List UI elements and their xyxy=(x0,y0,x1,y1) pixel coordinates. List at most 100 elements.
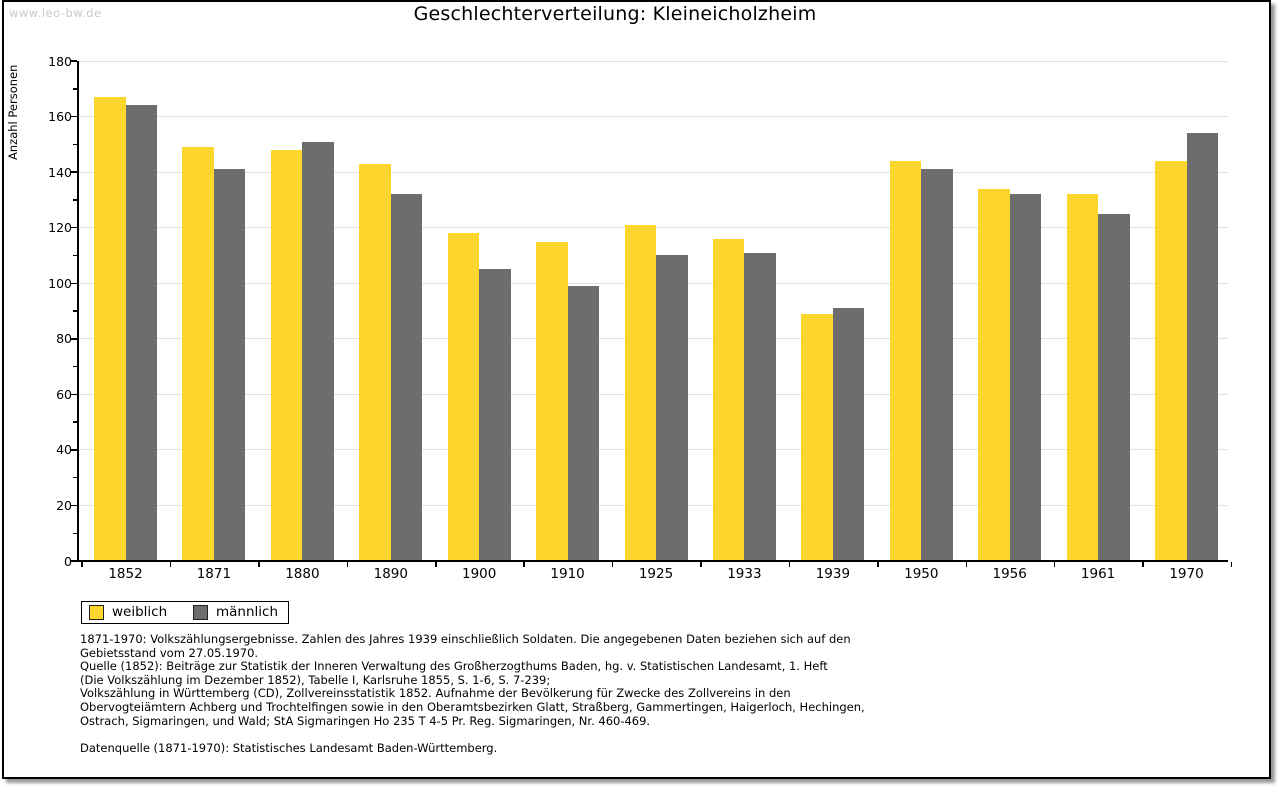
y-axis-line xyxy=(77,61,79,561)
x-tick-label-1852: 1852 xyxy=(108,566,143,582)
y-tick-label-0: 0 xyxy=(64,553,72,569)
x-tick-5 xyxy=(523,562,525,567)
y-tick-110 xyxy=(73,254,77,257)
y-tick-label-120: 120 xyxy=(48,220,72,236)
y-tick-0 xyxy=(70,560,77,562)
gridline-140 xyxy=(79,171,1228,173)
x-tick-label-1956: 1956 xyxy=(992,566,1027,582)
y-tick-130 xyxy=(73,199,77,201)
y-tick-100 xyxy=(70,282,77,284)
x-tick-2 xyxy=(258,562,260,567)
y-tick-label-100: 100 xyxy=(48,275,72,291)
footnotes: 1871-1970: Volkszählungsergebnisse. Zahl… xyxy=(80,632,920,755)
x-tick-10 xyxy=(965,562,967,567)
bar-weiblich-1852 xyxy=(94,97,126,561)
bar-männlich-1950 xyxy=(921,169,953,561)
footnote-line: Volkszählung in Württemberg (CD), Zollve… xyxy=(80,686,791,701)
bar-männlich-1970 xyxy=(1186,133,1218,561)
y-tick-90 xyxy=(73,310,77,312)
y-tick-140 xyxy=(70,171,77,173)
chart-title: Geschlechterverteilung: Kleineicholzheim xyxy=(413,3,817,25)
x-tick-6 xyxy=(611,562,614,567)
legend-swatch-maennlich xyxy=(193,605,208,620)
x-tick-7 xyxy=(700,562,702,567)
y-tick-10 xyxy=(73,532,77,534)
bar-weiblich-1956 xyxy=(978,188,1010,561)
x-tick-label-1871: 1871 xyxy=(196,566,232,582)
y-tick-label-80: 80 xyxy=(56,331,72,347)
gridline-160 xyxy=(79,116,1228,118)
y-tick-30 xyxy=(73,476,77,479)
x-tick-4 xyxy=(435,562,437,567)
watermark: www.leo-bw.de xyxy=(9,6,102,20)
y-tick-50 xyxy=(73,421,77,423)
bar-weiblich-1970 xyxy=(1155,161,1187,561)
datasource-line: Datenquelle (1871-1970): Statistisches L… xyxy=(80,740,498,755)
footnote-line: Gebietsstand vom 27.05.1970. xyxy=(80,645,259,660)
y-tick-60 xyxy=(70,393,77,396)
bar-männlich-1852 xyxy=(125,105,157,561)
y-tick-170 xyxy=(73,88,77,90)
bar-männlich-1933 xyxy=(744,252,776,561)
chart-legend: weiblich männlich xyxy=(81,601,289,624)
y-tick-150 xyxy=(73,143,77,146)
x-tick-13 xyxy=(1230,562,1233,567)
bar-weiblich-1910 xyxy=(536,241,568,561)
y-tick-label-180: 180 xyxy=(48,53,72,69)
bar-männlich-1961 xyxy=(1098,213,1130,561)
y-tick-label-160: 160 xyxy=(48,109,72,125)
footnote-line: Obervogteiämtern Achberg und Trochtelfin… xyxy=(80,699,865,714)
y-tick-label-60: 60 xyxy=(56,386,72,402)
legend-label-weiblich: weiblich xyxy=(112,604,168,620)
bar-männlich-1956 xyxy=(1009,194,1042,561)
x-tick-label-1890: 1890 xyxy=(373,566,408,582)
gridline-180 xyxy=(79,60,1228,62)
x-tick-1 xyxy=(169,562,172,567)
bar-weiblich-1890 xyxy=(359,163,391,561)
y-tick-160 xyxy=(70,115,77,118)
footnote-line: Ostrach, Sigmaringen, und Wald; StA Sigm… xyxy=(80,713,651,728)
x-tick-label-1950: 1950 xyxy=(904,566,939,582)
bar-weiblich-1900 xyxy=(447,233,480,561)
x-tick-label-1880: 1880 xyxy=(285,566,320,582)
x-tick-label-1970: 1970 xyxy=(1169,566,1204,582)
y-tick-label-140: 140 xyxy=(48,164,72,180)
y-tick-40 xyxy=(70,449,77,451)
y-tick-120 xyxy=(70,226,77,229)
x-tick-label-1925: 1925 xyxy=(638,566,674,582)
bar-weiblich-1950 xyxy=(889,161,922,561)
x-tick-3 xyxy=(346,562,349,567)
y-tick-label-40: 40 xyxy=(56,442,72,458)
bar-weiblich-1933 xyxy=(712,238,745,561)
y-tick-70 xyxy=(73,365,77,368)
bar-weiblich-1925 xyxy=(624,224,656,561)
x-tick-label-1900: 1900 xyxy=(462,566,497,582)
bar-männlich-1910 xyxy=(567,286,600,561)
x-tick-0 xyxy=(81,562,83,567)
bar-männlich-1939 xyxy=(832,308,865,561)
x-tick-label-1910: 1910 xyxy=(550,566,585,582)
footnote-line: Quelle (1852): Beiträge zur Statistik de… xyxy=(80,659,828,674)
x-tick-9 xyxy=(877,562,879,567)
footnote-spacer xyxy=(80,728,920,742)
x-tick-label-1961: 1961 xyxy=(1080,566,1116,582)
footnote-line: (Die Volkszählung im Dezember 1852), Tab… xyxy=(80,672,551,687)
y-tick-label-20: 20 xyxy=(56,497,72,513)
bar-männlich-1900 xyxy=(479,269,511,561)
x-tick-11 xyxy=(1053,562,1056,567)
bar-weiblich-1961 xyxy=(1066,194,1099,561)
bar-weiblich-1871 xyxy=(182,147,214,561)
y-tick-20 xyxy=(70,504,77,507)
bar-männlich-1880 xyxy=(302,141,334,561)
bar-männlich-1925 xyxy=(656,255,688,561)
legend-label-maennlich: männlich xyxy=(216,604,279,620)
bar-weiblich-1880 xyxy=(270,149,303,561)
x-tick-label-1933: 1933 xyxy=(727,566,762,582)
y-tick-180 xyxy=(70,60,77,62)
x-tick-8 xyxy=(788,562,791,567)
y-tick-80 xyxy=(70,338,77,340)
footnote-line: 1871-1970: Volkszählungsergebnisse. Zahl… xyxy=(80,632,851,646)
x-tick-12 xyxy=(1142,562,1144,567)
